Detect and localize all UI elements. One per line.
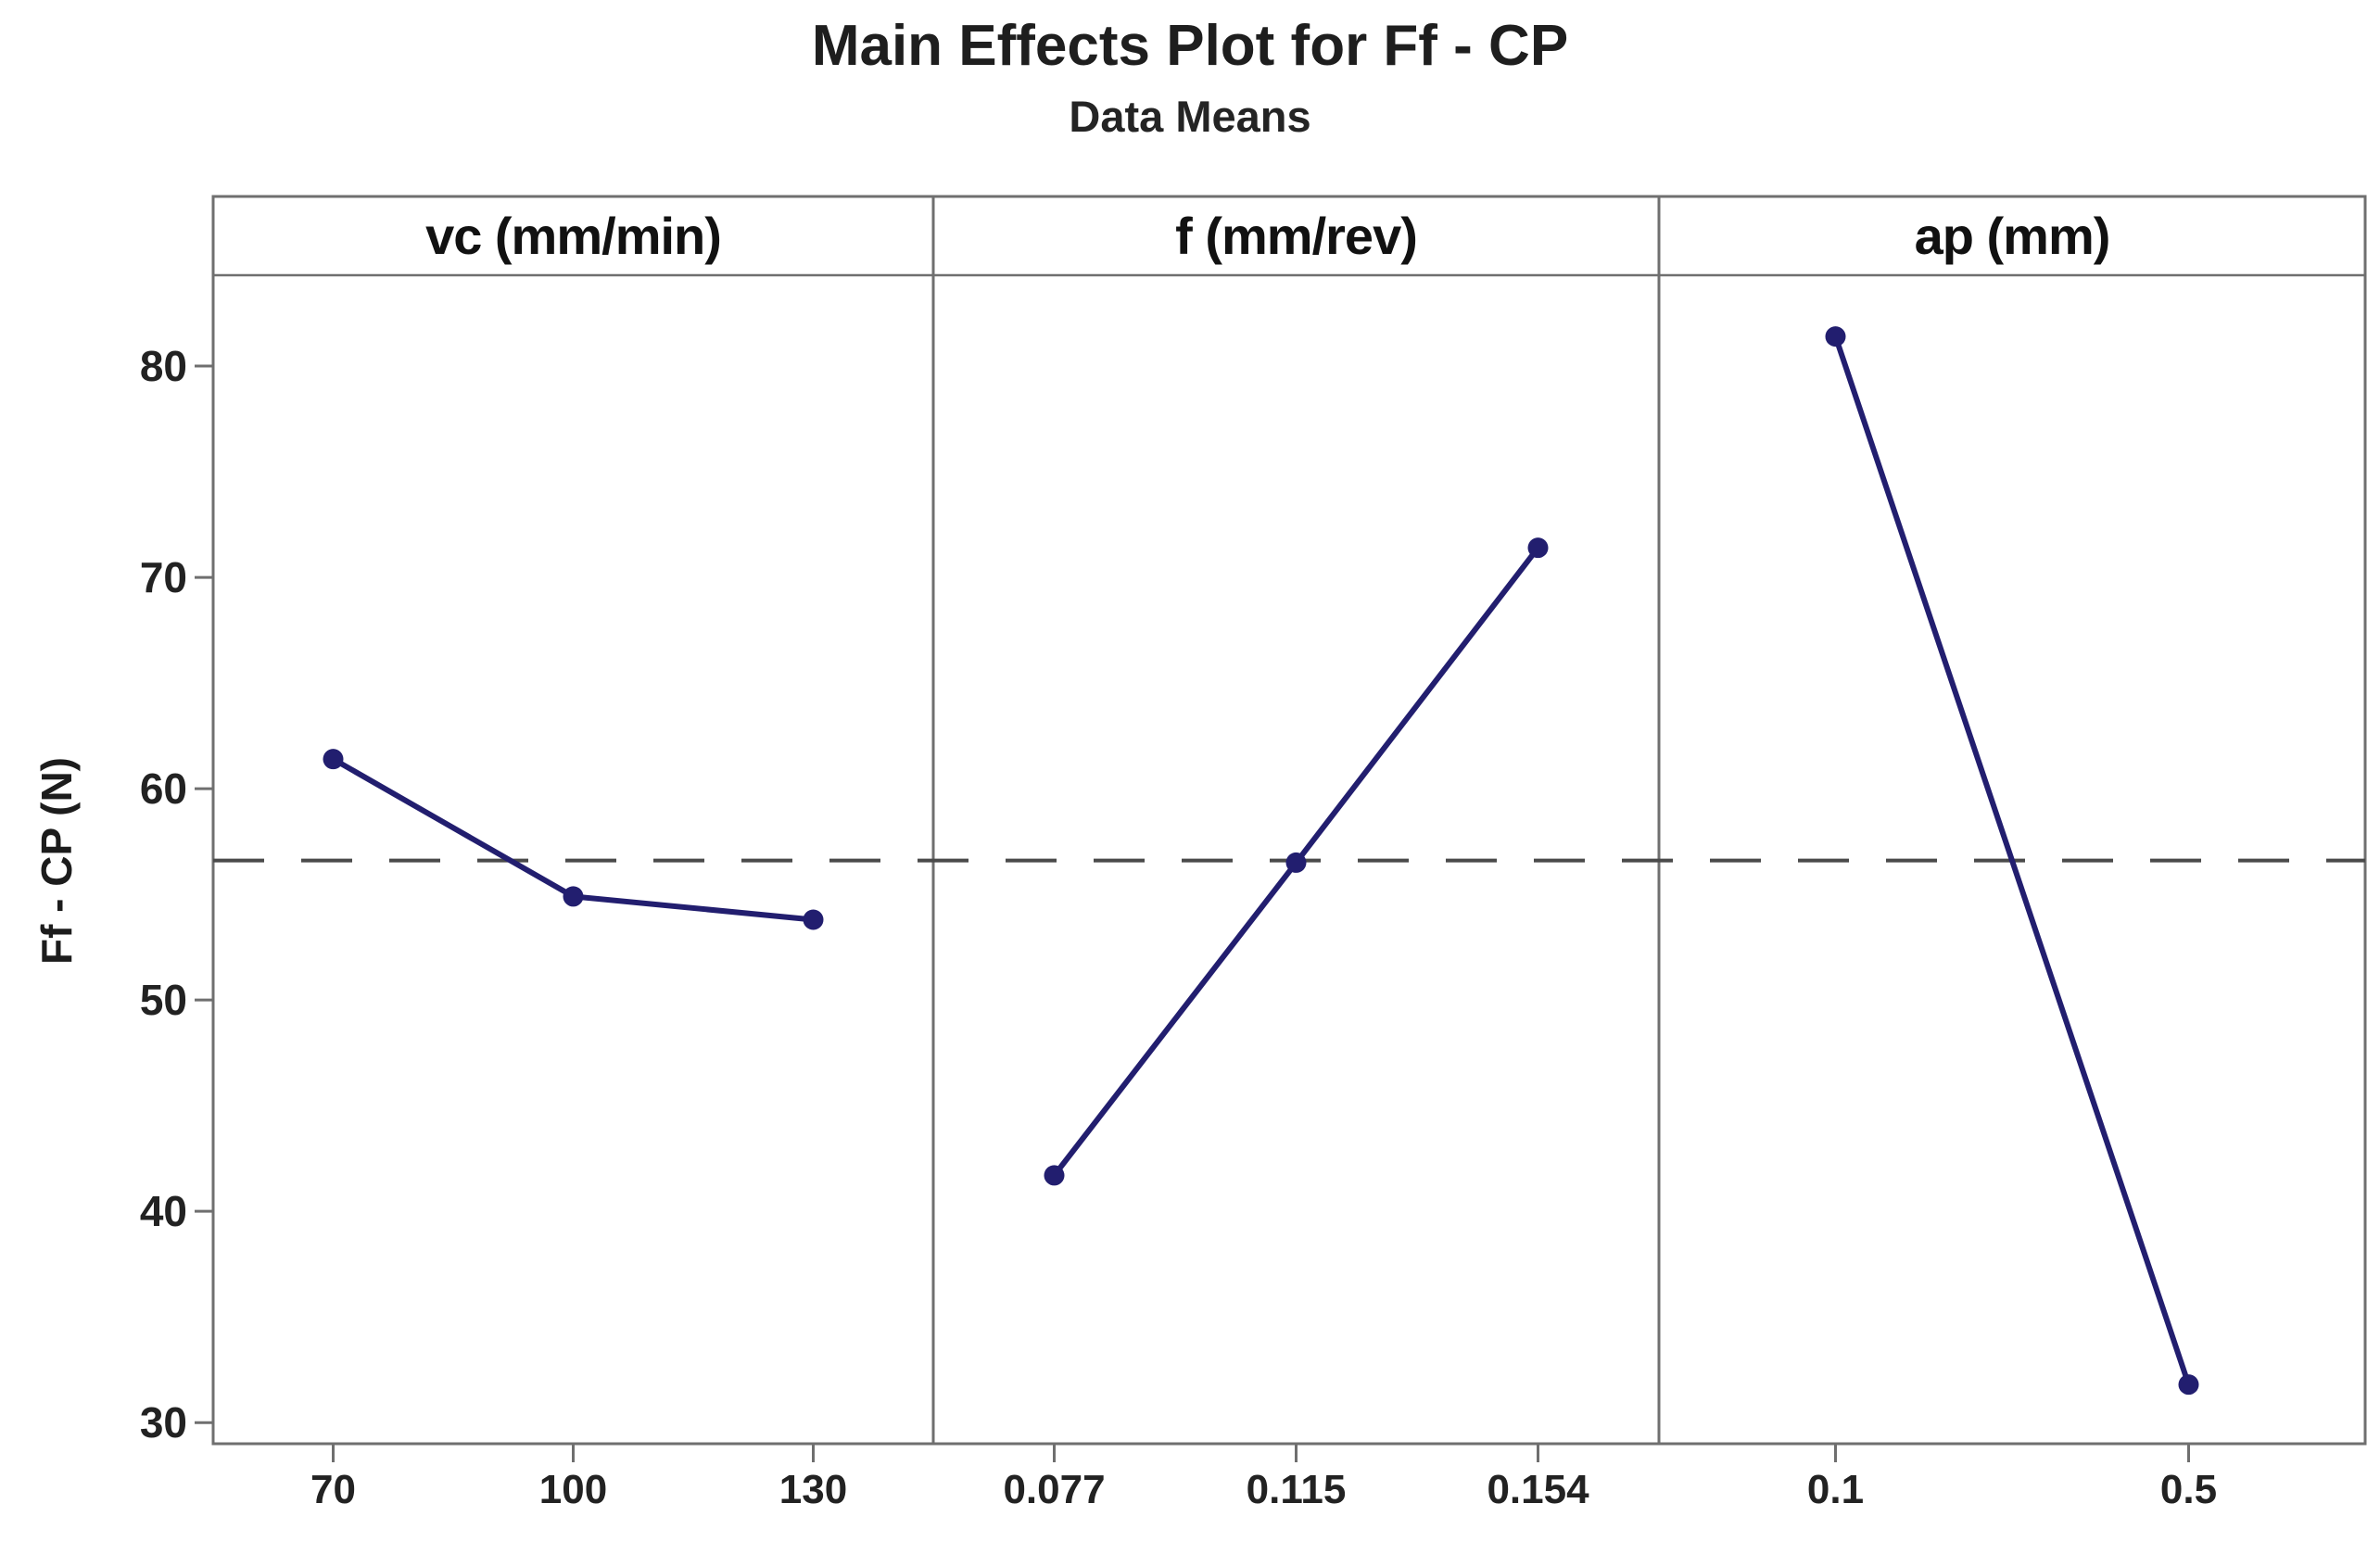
x-tick-label: 0.077 bbox=[1003, 1467, 1106, 1512]
y-tick-label: 70 bbox=[139, 553, 187, 602]
y-tick-label: 50 bbox=[139, 976, 187, 1025]
x-tick-label: 0.154 bbox=[1487, 1467, 1589, 1512]
data-point-marker bbox=[2178, 1374, 2199, 1396]
y-tick-label: 60 bbox=[139, 764, 187, 814]
data-point-marker bbox=[563, 886, 584, 907]
x-tick-label: 0.5 bbox=[2159, 1467, 2218, 1512]
x-tick-label: 0.1 bbox=[1806, 1467, 1865, 1512]
panel-header: f (mm/rev) bbox=[1175, 207, 1418, 265]
y-tick-label: 40 bbox=[139, 1187, 187, 1236]
chart-subtitle: Data Means bbox=[1069, 92, 1311, 141]
data-point-marker bbox=[1825, 326, 1846, 347]
panel-header: ap (mm) bbox=[1914, 207, 2111, 265]
data-point-marker bbox=[1285, 852, 1307, 873]
data-point-marker bbox=[1527, 537, 1549, 559]
chart-title: Main Effects Plot for Ff - CP bbox=[811, 14, 1569, 78]
panel-header: vc (mm/min) bbox=[425, 207, 722, 265]
plot-frame bbox=[211, 195, 2367, 1446]
data-point-marker bbox=[803, 909, 824, 930]
x-tick-label: 130 bbox=[779, 1467, 848, 1512]
data-point-marker bbox=[323, 749, 344, 770]
x-tick-label: 100 bbox=[538, 1467, 608, 1512]
x-tick-label: 70 bbox=[310, 1467, 356, 1512]
data-point-marker bbox=[1044, 1165, 1065, 1186]
series-line bbox=[1832, 335, 2192, 1386]
y-tick-label: 30 bbox=[139, 1398, 187, 1447]
y-tick-label: 80 bbox=[139, 342, 187, 391]
x-tick-label: 0.115 bbox=[1246, 1467, 1347, 1512]
